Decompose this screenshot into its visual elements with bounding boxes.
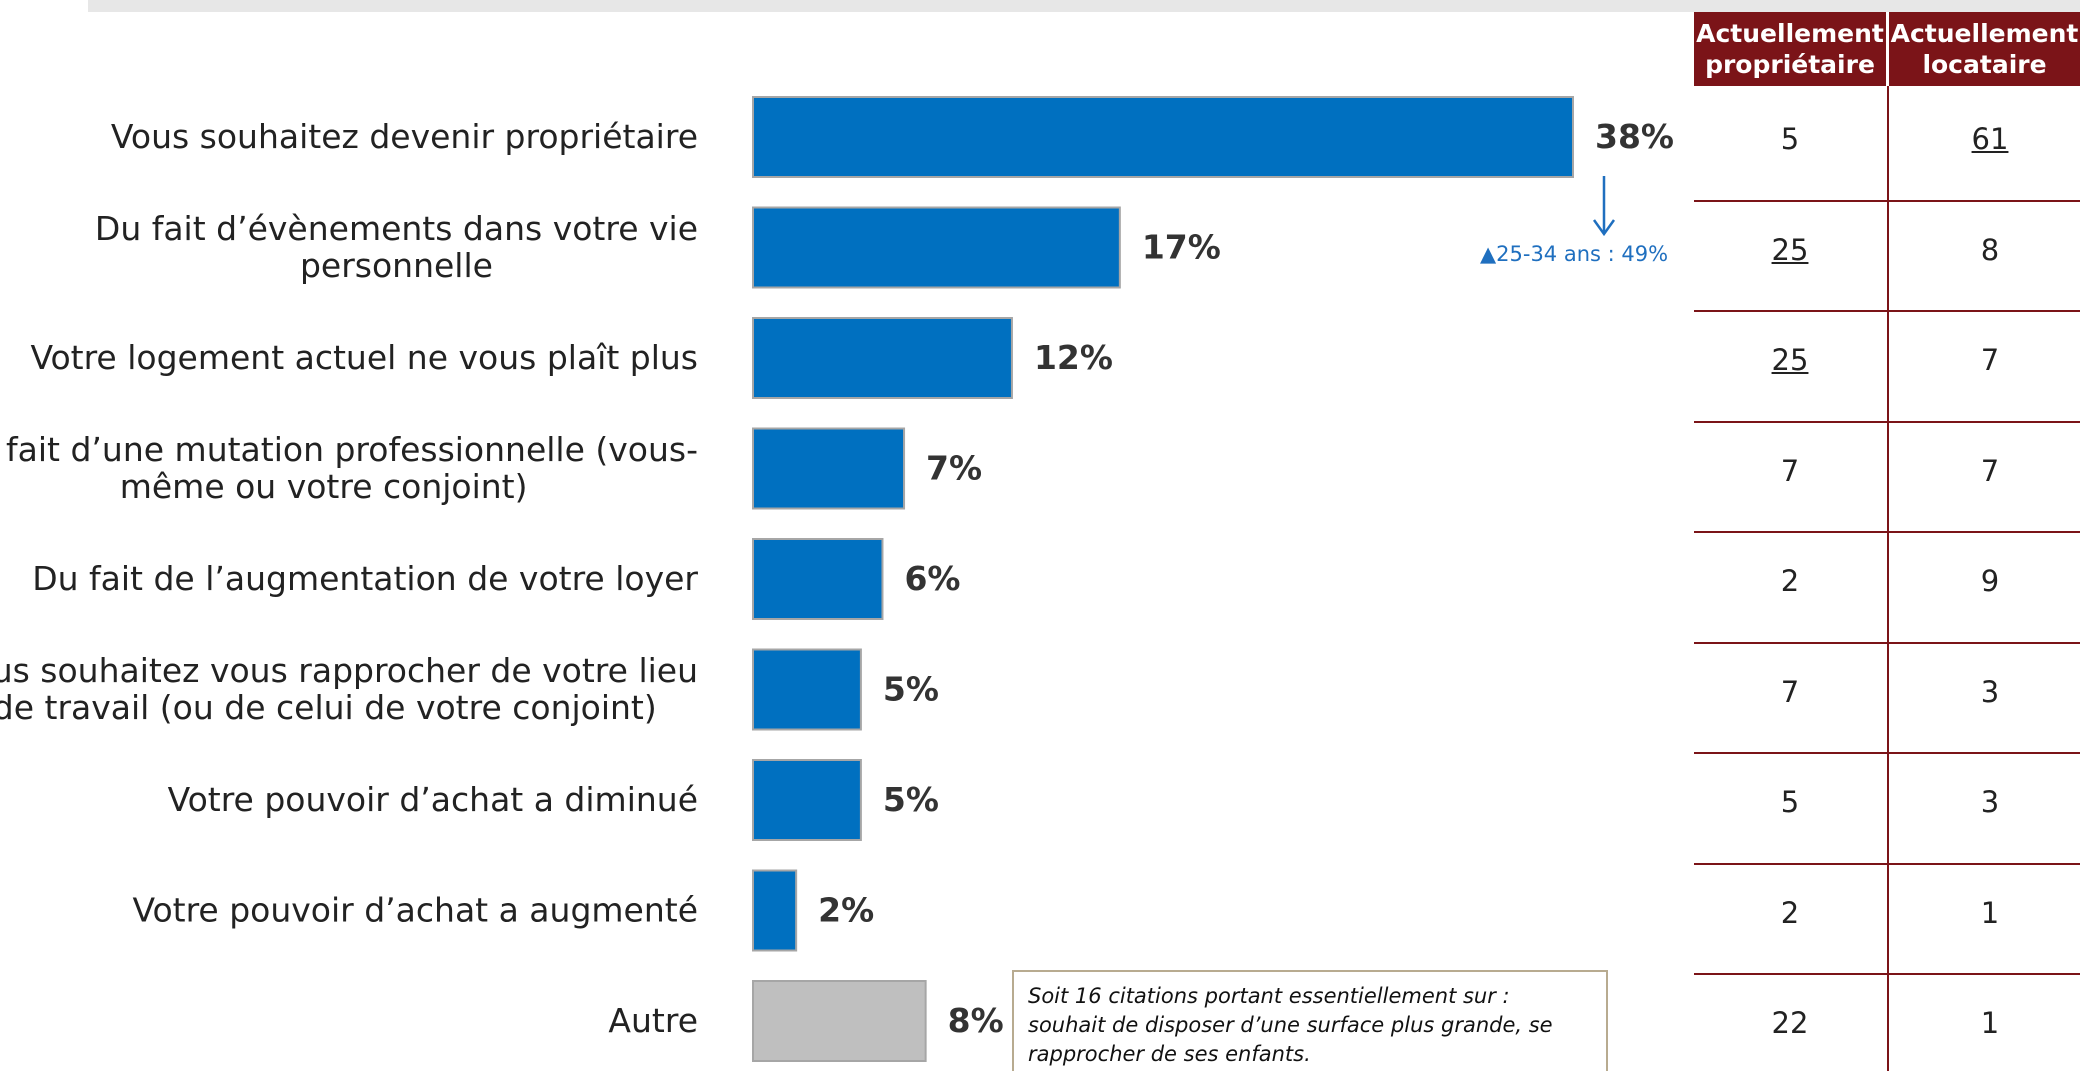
bar-value-label: 17%: [1142, 228, 1221, 267]
table-cell: 7: [1980, 453, 2000, 488]
column-header-line: locataire: [1922, 50, 2047, 79]
note-box: Soit 16 citations portant essentiellemen…: [1012, 970, 1608, 1071]
table-cell: 7: [1980, 343, 2000, 377]
bar: [752, 317, 1013, 399]
table-cell: 7: [1780, 453, 1800, 488]
bar: [752, 759, 862, 841]
age-annotation: ▲25-34 ans : 49%: [1480, 242, 1668, 266]
bar: [752, 427, 906, 510]
bar-value-label: 2%: [818, 891, 874, 930]
table-row-separator: [1694, 752, 2080, 754]
bar: [752, 96, 1574, 178]
table-row-separator: [1694, 973, 2080, 975]
table-row-separator: [1694, 531, 2080, 533]
category-label: Du fait d’évènements dans votre vie: [95, 209, 698, 248]
top-band: [88, 0, 2080, 12]
table-cell: 25: [1771, 232, 1809, 267]
bar-value-label: 8%: [948, 1001, 1004, 1040]
column-header-locataire: Actuellement locataire: [1889, 12, 2080, 86]
bar: [752, 206, 1121, 289]
bar: [752, 869, 798, 952]
category-label: Vous souhaitez devenir propriétaire: [111, 117, 698, 156]
category-label: Autre: [608, 1001, 698, 1040]
annotation-arrow: [1592, 176, 1616, 237]
table-cell: 3: [1980, 674, 2000, 709]
table-cell: 1: [1980, 895, 2000, 930]
table-row-separator: [1694, 199, 2080, 202]
table-cell: 2: [1780, 895, 1800, 930]
category-label: Votre pouvoir d’achat a augmenté: [132, 891, 698, 930]
bar-value-label: 6%: [904, 559, 960, 598]
column-header-line: Actuellement: [1890, 19, 2079, 48]
table-cell: 8: [1980, 232, 2000, 267]
table-cell: 22: [1771, 1006, 1809, 1040]
bar-value-label: 5%: [883, 780, 939, 819]
bar: [752, 980, 927, 1062]
category-label: Votre logement actuel ne vous plaît plus: [30, 338, 698, 377]
table-cell: 2: [1780, 564, 1800, 598]
category-label: de travail (ou de celui de votre conjoin…: [0, 688, 657, 727]
category-label: personnelle: [300, 246, 493, 285]
table-cell: 3: [1980, 785, 2000, 819]
bar-value-label: 38%: [1595, 117, 1674, 156]
column-header-line: propriétaire: [1705, 50, 1875, 79]
table-cell: 1: [1980, 1006, 2000, 1040]
column-header-proprietaire: Actuellement propriétaire: [1694, 12, 1886, 86]
bar: [752, 538, 884, 620]
category-label: Vous souhaitez vous rapprocher de votre …: [0, 651, 698, 690]
table-cell: 5: [1780, 122, 1800, 156]
category-label: Votre pouvoir d’achat a diminué: [168, 780, 698, 819]
table-cell: 25: [1771, 343, 1809, 377]
bar-value-label: 7%: [926, 449, 982, 488]
bar-value-label: 12%: [1034, 338, 1113, 377]
table-row-separator: [1694, 420, 2080, 423]
table-cell: 9: [1980, 564, 2000, 598]
annotation-text: ▲25-34 ans : 49%: [1480, 242, 1669, 266]
table-column-divider: [1887, 86, 1889, 1071]
table-cell: 7: [1780, 674, 1800, 709]
table-row-separator: [1694, 310, 2080, 312]
category-label: Du fait d’une mutation professionnelle (…: [0, 430, 698, 469]
category-label: même ou votre conjoint): [120, 467, 528, 506]
category-label: Du fait de l’augmentation de votre loyer: [32, 559, 698, 598]
note-text: Soit 16 citations portant essentiellemen…: [1028, 984, 1553, 1066]
table-row-separator: [1694, 641, 2080, 644]
column-header-line: Actuellement: [1696, 19, 1884, 48]
bar-value-label: 5%: [883, 670, 939, 709]
table-cell: 5: [1780, 785, 1800, 819]
table-row-separator: [1694, 862, 2080, 865]
table-cell: 61: [1971, 122, 2009, 156]
bar: [752, 648, 862, 731]
